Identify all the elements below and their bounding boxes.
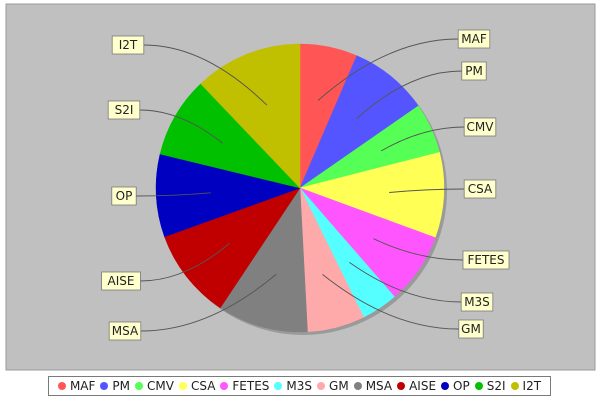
- slice-label-csa: CSA: [463, 179, 497, 199]
- slice-label-text: MAF: [461, 32, 487, 46]
- slice-label-text: GM: [461, 322, 481, 336]
- leader-line-i2t: [143, 44, 268, 106]
- slice-label-box: [463, 179, 497, 199]
- pie-slice-pm: [299, 55, 419, 189]
- legend-item-s2i: S2I: [474, 379, 506, 393]
- slice-label-text: I2T: [119, 38, 138, 52]
- slice-label-box: [107, 100, 141, 120]
- legend-item-op: OP: [441, 379, 470, 393]
- leader-line-m3s: [349, 262, 462, 303]
- slice-label-text: M3S: [464, 295, 490, 309]
- legend-swatch: [474, 382, 483, 390]
- legend-swatch: [510, 382, 519, 390]
- legend-swatch: [441, 382, 450, 390]
- slice-label-box: [108, 321, 142, 341]
- slice-label-aise: AISE: [101, 271, 141, 291]
- legend-label: OP: [453, 379, 470, 393]
- legend-label: MSA: [365, 379, 393, 393]
- chart-legend: MAF PM CMV CSA FETES M3S GM MSA AISE OP S2I I2T: [48, 376, 551, 396]
- leader-line-csa: [389, 188, 465, 193]
- pie-slice-csa: [299, 152, 445, 238]
- pie-slice-i2t: [200, 43, 301, 189]
- legend-label: MAF: [69, 379, 96, 393]
- legend-item-i2t: I2T: [510, 379, 542, 393]
- slice-label-i2t: I2T: [111, 35, 145, 55]
- legend-item-pm: PM: [100, 379, 130, 393]
- slice-label-text: S2I: [115, 103, 134, 117]
- leader-line-gm: [322, 274, 459, 330]
- slice-label-text: PM: [465, 64, 483, 78]
- slice-label-m3s: M3S: [460, 292, 494, 312]
- slice-label-text: FETES: [467, 253, 504, 267]
- legend-swatch: [353, 382, 362, 390]
- legend-item-msa: MSA: [353, 379, 393, 393]
- legend-label: M3S: [286, 379, 313, 393]
- leader-line-cmv: [380, 126, 465, 152]
- legend-swatch: [57, 382, 66, 390]
- pie-slice-msa: [219, 187, 308, 333]
- slice-label-fetes: FETES: [462, 250, 510, 270]
- legend-label: I2T: [522, 379, 542, 393]
- legend-swatch: [274, 382, 283, 390]
- leader-line-s2i: [139, 109, 223, 144]
- legend-label: CMV: [147, 379, 174, 393]
- leader-line-maf: [317, 38, 459, 101]
- legend-item-maf: MAF: [57, 379, 96, 393]
- leader-line-aise: [140, 242, 230, 282]
- legend-swatch: [178, 382, 187, 390]
- slice-label-text: CMV: [467, 120, 495, 134]
- legend-label: S2I: [486, 379, 506, 393]
- legend-label: AISE: [409, 379, 437, 393]
- slice-label-text: OP: [116, 189, 133, 203]
- legend-item-aise: AISE: [397, 379, 436, 393]
- legend-label: GM: [329, 379, 349, 393]
- legend-item-csa: CSA: [178, 379, 216, 393]
- slice-label-box: [111, 35, 145, 55]
- legend-label: FETES: [232, 379, 270, 393]
- legend-item-cmv: CMV: [135, 379, 174, 393]
- legend-swatch: [135, 382, 144, 390]
- legend-item-gm: GM: [317, 379, 349, 393]
- leader-line-fetes: [373, 238, 464, 261]
- slice-label-pm: PM: [461, 61, 487, 81]
- legend-item-fetes: FETES: [220, 379, 269, 393]
- legend-swatch: [100, 382, 109, 390]
- slice-label-msa: MSA: [108, 321, 142, 341]
- slice-label-s2i: S2I: [107, 100, 141, 120]
- slice-label-box: [111, 186, 137, 206]
- slice-label-text: CSA: [468, 182, 493, 196]
- slice-label-text: MSA: [112, 324, 139, 338]
- legend-label: PM: [112, 379, 131, 393]
- legend-swatch: [317, 382, 326, 390]
- slice-label-text: AISE: [108, 274, 135, 288]
- legend-label: CSA: [190, 379, 216, 393]
- slice-label-box: [101, 271, 141, 291]
- leader-line-op: [136, 192, 211, 197]
- slice-label-box: [460, 292, 494, 312]
- slice-label-gm: GM: [458, 319, 484, 339]
- legend-item-m3s: M3S: [274, 379, 312, 393]
- slice-label-box: [463, 117, 497, 137]
- legend-swatch: [220, 382, 229, 390]
- slice-label-box: [458, 319, 484, 339]
- leader-line-pm: [356, 70, 462, 120]
- slice-label-maf: MAF: [457, 29, 491, 49]
- legend-swatch: [397, 382, 406, 390]
- slice-label-box: [461, 61, 487, 81]
- slice-label-cmv: CMV: [463, 117, 497, 137]
- pie-slice-aise: [164, 187, 301, 309]
- slice-label-op: OP: [111, 186, 137, 206]
- leader-line-msa: [140, 273, 277, 332]
- slice-label-box: [457, 29, 491, 49]
- slice-label-box: [462, 250, 510, 270]
